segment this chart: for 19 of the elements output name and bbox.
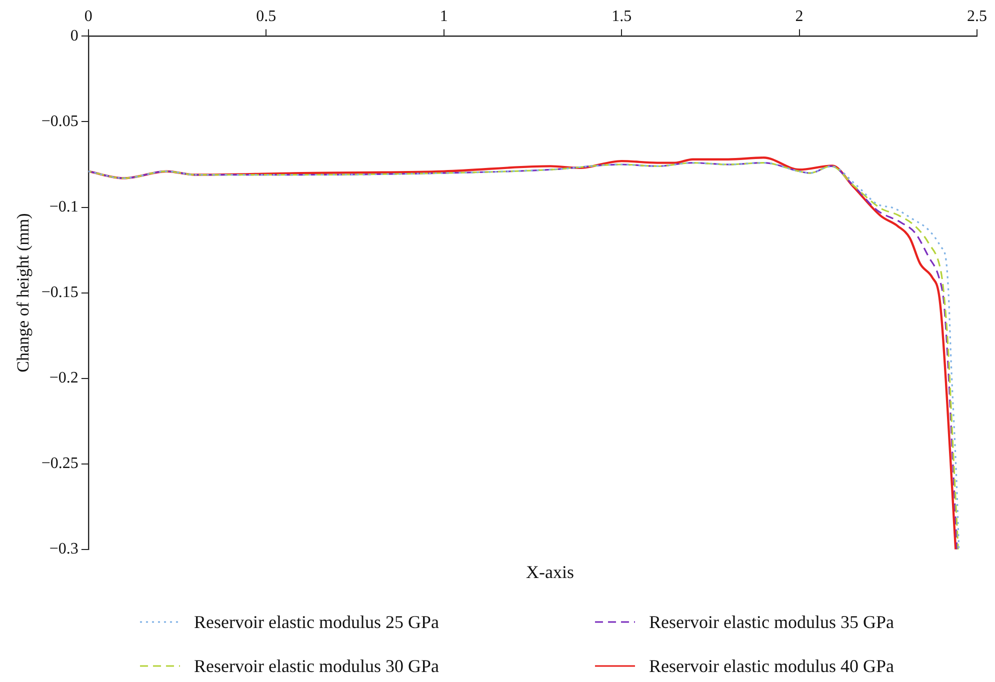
y-tick-label: −0.3 xyxy=(49,540,78,558)
y-tick-label: −0.1 xyxy=(49,198,78,216)
y-axis-title: Change of height (mm) xyxy=(14,213,33,372)
x-tick-label: 0 xyxy=(84,8,92,25)
x-axis-title: X-axis xyxy=(525,562,575,584)
y-tick-label: −0.25 xyxy=(41,455,78,472)
legend-label: Reservoir elastic modulus 25 GPa xyxy=(194,612,439,632)
legend-label: Reservoir elastic modulus 40 GPa xyxy=(649,656,894,676)
y-tick-label: 0 xyxy=(70,27,78,44)
x-tick-label: 1.5 xyxy=(612,8,632,25)
x-tick-label: 1 xyxy=(440,8,448,25)
x-tick-label: 0.5 xyxy=(256,8,276,25)
legend-label: Reservoir elastic modulus 35 GPa xyxy=(649,612,894,632)
x-tick-label: 2 xyxy=(795,8,804,25)
y-tick-label: −0.15 xyxy=(41,284,78,302)
x-tick-label: 2.5 xyxy=(967,8,987,25)
y-tick-label: −0.05 xyxy=(41,112,78,130)
y-tick-label: −0.2 xyxy=(49,370,78,387)
legend-label: Reservoir elastic modulus 30 GPa xyxy=(194,656,439,676)
